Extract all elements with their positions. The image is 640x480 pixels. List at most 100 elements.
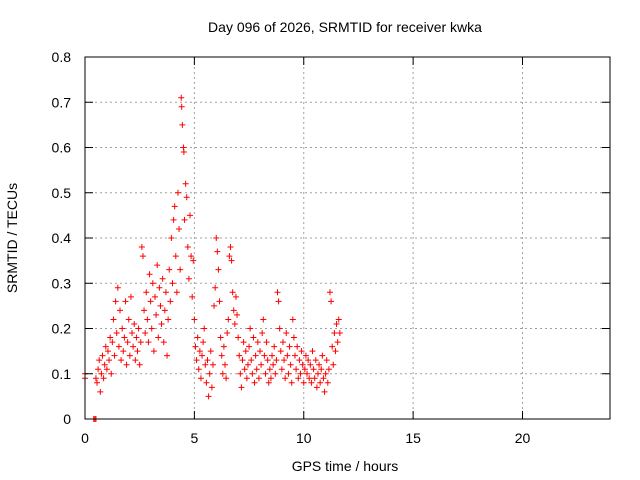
- data-point: [94, 379, 101, 386]
- data-point: [136, 361, 143, 368]
- data-point: [145, 339, 152, 346]
- data-point: [318, 366, 325, 373]
- data-point: [143, 289, 150, 296]
- y-axis-label: SRMTID / TECUs: [4, 183, 20, 293]
- data-point: [237, 370, 244, 377]
- data-point: [124, 339, 131, 346]
- data-point: [188, 253, 195, 260]
- data-point: [323, 357, 330, 364]
- data-point: [200, 339, 207, 346]
- data-point: [196, 348, 203, 355]
- data-point: [157, 302, 164, 309]
- data-point: [215, 266, 222, 273]
- chart-title: Day 096 of 2026, SRMTID for receiver kwk…: [208, 19, 482, 35]
- data-point: [176, 225, 183, 232]
- data-point: [173, 289, 180, 296]
- data-point: [266, 366, 273, 373]
- data-point: [336, 330, 343, 337]
- data-point: [208, 384, 215, 391]
- data-point: [201, 325, 208, 332]
- data-point: [243, 375, 250, 382]
- data-point: [222, 361, 228, 368]
- data-point: [195, 366, 202, 373]
- data-point: [333, 320, 340, 327]
- data-point: [301, 366, 308, 373]
- data-point: [324, 379, 331, 386]
- data-point: [238, 384, 245, 391]
- y-axis-ticks: 0 0.1 0.2 0.3 0.4 0.5 0.6 0.7 0.8: [52, 49, 610, 427]
- data-point: [109, 339, 116, 346]
- x-tick-label: 15: [405, 430, 421, 446]
- y-tick-label: 0.4: [52, 230, 72, 246]
- data-point: [290, 334, 297, 341]
- data-point: [148, 325, 155, 332]
- data-point: [206, 370, 213, 377]
- data-point: [106, 357, 113, 364]
- data-point: [329, 343, 336, 350]
- data-point: [335, 316, 342, 323]
- data-point: [169, 280, 176, 287]
- data-point: [224, 330, 231, 337]
- data-point: [134, 348, 141, 355]
- data-point: [189, 293, 196, 300]
- data-point: [204, 357, 211, 364]
- data-point: [97, 388, 104, 395]
- data-point: [241, 366, 248, 373]
- data-point: [209, 361, 216, 368]
- data-point: [293, 366, 300, 373]
- data-point: [96, 357, 103, 364]
- data-point: [307, 361, 314, 368]
- data-point: [133, 334, 140, 341]
- data-point: [171, 203, 178, 210]
- data-point: [162, 289, 169, 296]
- data-point: [300, 379, 307, 386]
- data-point: [197, 375, 204, 382]
- data-point: [132, 357, 139, 364]
- data-point: [234, 311, 241, 318]
- data-point: [267, 375, 274, 382]
- data-point: [253, 366, 260, 373]
- data-point: [126, 352, 133, 359]
- data-point: [240, 339, 247, 346]
- data-point: [274, 289, 281, 296]
- data-point: [130, 343, 137, 350]
- data-point: [242, 348, 249, 355]
- data-point: [213, 235, 220, 241]
- data-point: [112, 298, 119, 305]
- data-point: [232, 293, 239, 300]
- data-point: [283, 330, 290, 337]
- data-point: [181, 216, 188, 223]
- data-point: [265, 379, 272, 386]
- data-point: [100, 375, 107, 382]
- data-point: [103, 366, 110, 373]
- data-point: [319, 352, 326, 359]
- data-point: [219, 370, 226, 377]
- data-point: [185, 275, 192, 282]
- data-point: [184, 244, 191, 251]
- y-tick-label: 0: [63, 411, 71, 427]
- data-point: [254, 339, 261, 346]
- data-point: [135, 325, 142, 332]
- data-point: [320, 375, 327, 382]
- data-point: [295, 375, 302, 382]
- data-point: [212, 284, 219, 291]
- x-tick-label: 0: [81, 430, 89, 446]
- x-axis-ticks: 0 5 10 15 20: [81, 57, 530, 446]
- data-point: [131, 320, 138, 327]
- data-point: [156, 284, 163, 291]
- data-point: [281, 357, 288, 364]
- data-point: [309, 348, 316, 355]
- data-point: [272, 370, 279, 377]
- data-point: [259, 330, 266, 337]
- data-point: [214, 248, 221, 255]
- data-point: [190, 257, 197, 264]
- data-point: [246, 343, 253, 350]
- data-point: [261, 352, 268, 359]
- data-point: [118, 357, 125, 364]
- data-point: [225, 316, 232, 323]
- data-point: [164, 352, 171, 359]
- x-tick-label: 10: [296, 430, 312, 446]
- data-point: [179, 121, 186, 128]
- data-point: [155, 334, 162, 341]
- data-point: [230, 307, 237, 314]
